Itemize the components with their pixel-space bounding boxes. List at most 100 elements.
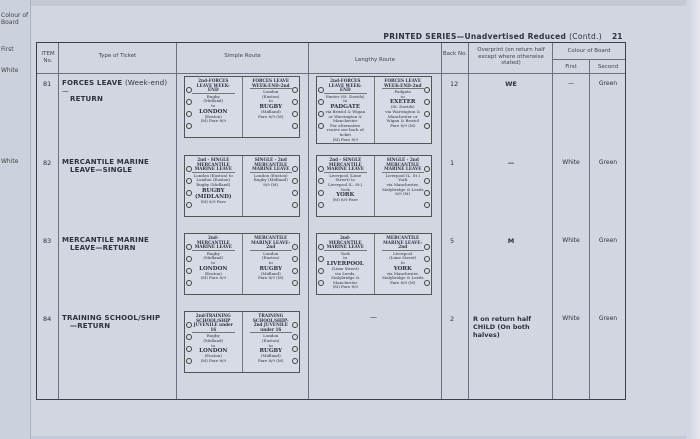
punch-hole-icon bbox=[318, 178, 324, 184]
ticket-text: FORCES LEAVE WEEK-END-2nd bbox=[249, 78, 292, 90]
ticket-text: via Manchester, Stalybridge & Leeds bbox=[381, 181, 424, 192]
ticket-text: to bbox=[268, 98, 273, 104]
colour-first: White bbox=[562, 159, 580, 166]
ticket-text: (Euston) bbox=[204, 353, 222, 359]
punch-hole-icon bbox=[292, 322, 298, 328]
ticket-text: (Midland) bbox=[260, 270, 281, 276]
overprint-text-2: CHILD (On both halves) bbox=[473, 323, 530, 339]
colour-second: Green bbox=[598, 80, 618, 87]
punch-hole-icon bbox=[424, 256, 430, 262]
ticket-type-line2: —RETURN bbox=[70, 322, 111, 330]
ticket-image: 2nd-MERCANTILE MARINE LEAVE York to LIVERPO… bbox=[316, 233, 432, 295]
overprint-text: — bbox=[507, 159, 515, 167]
ticket-text: via Warrington & Manchester or Wigan & B… bbox=[385, 108, 421, 124]
punch-hole-icon bbox=[186, 256, 192, 262]
punch-hole-icon bbox=[186, 190, 192, 196]
punch-hole-icon bbox=[292, 190, 298, 196]
ticket-text: (Midland) bbox=[203, 337, 224, 343]
overprint-text: WE bbox=[505, 80, 517, 88]
punch-hole-icon bbox=[318, 280, 324, 286]
ticket-text: SINGLE - 2nd MERCANTILE MARINE LEAVE bbox=[249, 157, 292, 173]
ticket-text: PADGATE bbox=[330, 103, 361, 110]
punch-hole-icon bbox=[424, 87, 430, 93]
ticket-half: MERCANTILE MARINE LEAVE-2nd London (Euston… bbox=[241, 234, 300, 294]
punch-hole-icon bbox=[292, 256, 298, 262]
back-number: 1 bbox=[450, 159, 455, 167]
header-item: ITEM No. bbox=[41, 51, 55, 64]
ticket-text: (Midland) bbox=[260, 108, 281, 114]
punch-hole-icon bbox=[186, 178, 192, 184]
ticket-text: (M) Fare 8/9 bbox=[200, 118, 226, 124]
punch-hole-icon bbox=[424, 244, 430, 250]
ticket-text: (Lime Street) bbox=[389, 255, 417, 261]
punch-hole-icon bbox=[292, 334, 298, 340]
ticket-text: Rugby bbox=[206, 93, 220, 99]
ticket-text: EXETER bbox=[389, 99, 416, 106]
header-second: Second bbox=[597, 64, 619, 70]
ticket-text: (Euston) bbox=[262, 337, 280, 343]
ticket-image: 2nd-MERCANTILE MARINE LEAVE Rugby (Midland… bbox=[184, 233, 300, 295]
ticket-text: TRAINING SCHOOL/SHIP-2nd JUVENILE under … bbox=[249, 313, 292, 334]
ticket-text: Liverpool (L. St.) bbox=[328, 181, 363, 187]
punch-hole-icon bbox=[186, 358, 192, 364]
ticket-type: TRAINING SCHOOL/SHIP —RETURN bbox=[62, 314, 174, 330]
ticket-image: 2nd - SINGLE MERCANTILE MARINE LEAVE Lond… bbox=[184, 155, 300, 217]
punch-hole-icon bbox=[292, 123, 298, 129]
ticket-text: MERCANTILE MARINE LEAVE-2nd bbox=[381, 235, 424, 251]
ticket-text: YORK bbox=[393, 265, 412, 272]
punch-hole-icon bbox=[292, 280, 298, 286]
item-number: 81 bbox=[43, 80, 52, 88]
punch-hole-icon bbox=[292, 178, 298, 184]
ticket-text: Fare 8/9 (M) bbox=[390, 122, 416, 128]
ticket-text: to bbox=[400, 93, 405, 99]
ticket-half: 2nd - SINGLE MERCANTILE MARINE LEAVE Lond… bbox=[185, 156, 242, 216]
punch-hole-icon bbox=[318, 268, 324, 274]
ticket-text: (M) Fare 8/9 bbox=[200, 357, 226, 363]
overprint: — bbox=[473, 159, 549, 167]
colour-second: Green bbox=[598, 237, 618, 244]
ticket-text: to bbox=[211, 102, 216, 108]
overprint: R on return half CHILD (On both halves) bbox=[473, 315, 549, 339]
ticket-text: (Euston) bbox=[262, 255, 280, 261]
ticket-type-bold: MERCANTILE MARINE bbox=[62, 158, 150, 166]
ticket-text: to bbox=[211, 342, 216, 348]
ticket-text: 2nd-TRAINING SCHOOL/SHIP JUVENILE under … bbox=[192, 313, 235, 334]
overprint: WE bbox=[473, 80, 549, 88]
ticket-type-line2: RETURN bbox=[70, 95, 104, 103]
header-simple: Simple Route bbox=[224, 53, 261, 59]
ticket-type-line2: LEAVE—RETURN bbox=[70, 244, 136, 252]
ticket-text: Rugby bbox=[206, 250, 220, 256]
ticket-text: to bbox=[343, 98, 348, 104]
ticket-text: Exeter (St. Davids) bbox=[326, 93, 365, 99]
header-lengthy: Lengthy Route bbox=[355, 57, 395, 63]
ticket-half: SINGLE - 2nd MERCANTILE MARINE LEAVE Lond… bbox=[241, 156, 300, 216]
ticket-text: (Euston) bbox=[204, 270, 222, 276]
punch-hole-icon bbox=[186, 99, 192, 105]
ticket-text: to bbox=[400, 259, 405, 265]
ticket-text: Fare 8/9 (M) bbox=[390, 279, 416, 285]
punch-hole-icon bbox=[186, 268, 192, 274]
ticket-text: LIVERPOOL bbox=[326, 260, 364, 267]
ticket-text: MERCANTILE MARINE LEAVE-2nd bbox=[249, 235, 292, 251]
punch-hole-icon bbox=[292, 202, 298, 208]
ticket-text: London (Euston) to bbox=[193, 172, 233, 178]
back-number: 2 bbox=[450, 315, 455, 323]
punch-hole-icon bbox=[424, 178, 430, 184]
prev-first-header: First bbox=[1, 46, 14, 53]
ticket-text: via Manchester, Stalybridge & Leeds bbox=[381, 270, 424, 281]
ticket-half: 2nd-FORCES LEAVE WEEK-END Rugby (Midland) t… bbox=[185, 77, 242, 137]
punch-hole-icon bbox=[292, 111, 298, 117]
ticket-text: RUGBY bbox=[259, 265, 283, 272]
punch-hole-icon bbox=[318, 256, 324, 262]
ticket-image: 2nd-FORCES LEAVE WEEK-END Rugby (Midland) t… bbox=[184, 76, 300, 138]
ticket-text: 2nd - SINGLE MERCANTILE MARINE LEAVE bbox=[324, 157, 367, 173]
prev-colour-header: Colour of Board bbox=[1, 12, 29, 26]
ticket-half: 2nd-FORCES LEAVE WEEK-END Exeter (St. Dav… bbox=[317, 77, 374, 143]
ticket-type: FORCES LEAVE (Week-end)— RETURN bbox=[62, 79, 174, 103]
punch-hole-icon bbox=[186, 244, 192, 250]
ticket-text: Padgate bbox=[394, 89, 411, 95]
colour-first: White bbox=[562, 237, 580, 244]
back-number: 5 bbox=[450, 237, 455, 245]
punch-hole-icon bbox=[186, 166, 192, 172]
ticket-text: RUGBY bbox=[259, 348, 283, 355]
